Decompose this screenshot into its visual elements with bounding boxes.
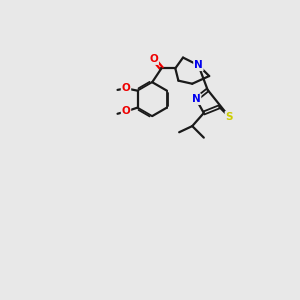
Text: S: S: [226, 112, 233, 122]
Text: N: N: [192, 94, 200, 104]
Text: O: O: [122, 83, 130, 93]
Text: O: O: [122, 106, 130, 116]
Text: O: O: [149, 54, 158, 64]
Text: N: N: [194, 60, 203, 70]
